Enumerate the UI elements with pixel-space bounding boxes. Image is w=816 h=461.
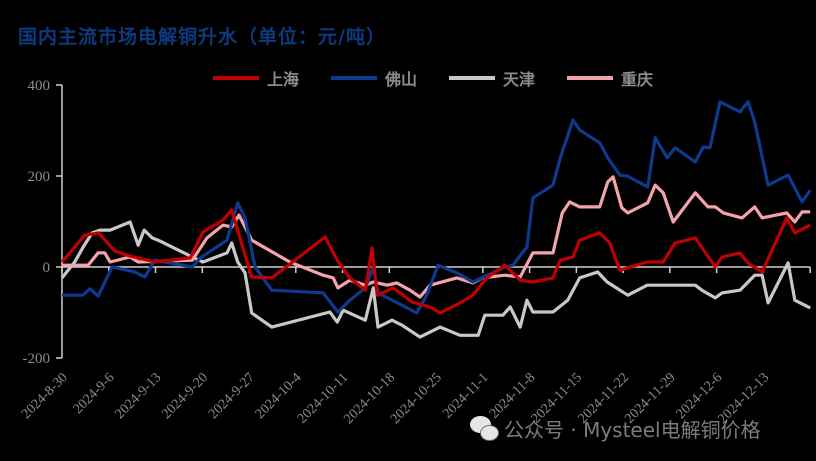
y-tick-label: -200: [23, 351, 51, 367]
chart-title: 国内主流市场电解铜升水（单位：元/吨）: [18, 26, 386, 48]
x-tick-label: 2024-8-30: [19, 370, 71, 422]
y-tick-label: 0: [43, 260, 51, 276]
x-axis: 2024-8-30 2024-9-62024-9-132024-9-202024-…: [19, 266, 811, 427]
legend-swatch-shanghai: [213, 76, 259, 80]
legend-label: 上海: [267, 70, 300, 89]
x-tick-label: 2024-9-27: [206, 370, 258, 422]
x-tick-label: 2024-9-6: [71, 370, 118, 417]
legend-swatch-foshan: [331, 76, 378, 80]
series-lines: [60, 100, 812, 339]
watermark-text: 公众号 · Mysteel电解铜价格: [504, 418, 761, 442]
series-line-0: [60, 208, 811, 315]
y-axis: -200 0 200 400: [23, 78, 63, 367]
legend-label: 重庆: [621, 70, 654, 89]
x-tick-label: 2024-9-13: [112, 370, 164, 422]
legend: 上海 佛山 天津 重庆: [213, 66, 685, 90]
x-tick-label: 2024-9-20: [159, 370, 211, 422]
legend-label: 佛山: [385, 70, 418, 89]
legend-item-foshan: 佛山: [331, 66, 417, 90]
series-line-3: [62, 175, 811, 299]
series-line-1: [62, 100, 812, 315]
legend-item-tianjin: 天津: [449, 66, 535, 90]
x-tick-label: 2024-10-25: [388, 370, 445, 427]
y-tick-label: 400: [28, 78, 51, 94]
wechat-icon: [470, 415, 500, 442]
legend-label: 天津: [503, 70, 536, 89]
legend-swatch-chongqing: [567, 76, 614, 80]
watermark: 公众号 · Mysteel电解铜价格: [470, 414, 761, 443]
series-line-2: [60, 220, 811, 339]
legend-item-chongqing: 重庆: [567, 66, 653, 90]
legend-item-shanghai: 上海: [213, 66, 299, 90]
y-tick-label: 200: [28, 169, 51, 185]
legend-swatch-tianjin: [449, 76, 496, 80]
